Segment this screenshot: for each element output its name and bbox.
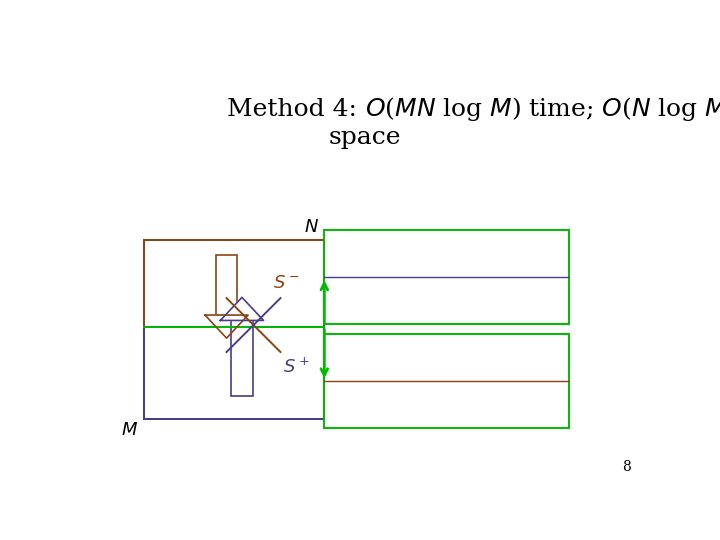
- Text: $\it{O}$($\it{MN}$ log $\it{M}$) time; $\it{O}$($\it{N}$ log $\it{M}$): $\it{O}$($\it{MN}$ log $\it{M}$) time; $…: [365, 96, 720, 124]
- Text: $S^-$: $S^-$: [273, 274, 299, 292]
- Polygon shape: [205, 315, 248, 338]
- Polygon shape: [220, 298, 264, 320]
- Bar: [144, 327, 324, 419]
- Bar: [231, 320, 253, 396]
- Bar: [144, 327, 324, 419]
- Bar: [324, 334, 570, 428]
- Text: $N$: $N$: [304, 218, 319, 236]
- Bar: [216, 255, 238, 315]
- Text: space: space: [329, 126, 402, 150]
- Text: $M$: $M$: [121, 421, 138, 438]
- Bar: [144, 240, 324, 327]
- Text: 8: 8: [622, 461, 631, 475]
- Bar: [324, 231, 570, 325]
- Text: Method 4:: Method 4:: [227, 98, 365, 121]
- Bar: [144, 240, 324, 419]
- Text: $S^+$: $S^+$: [283, 358, 309, 377]
